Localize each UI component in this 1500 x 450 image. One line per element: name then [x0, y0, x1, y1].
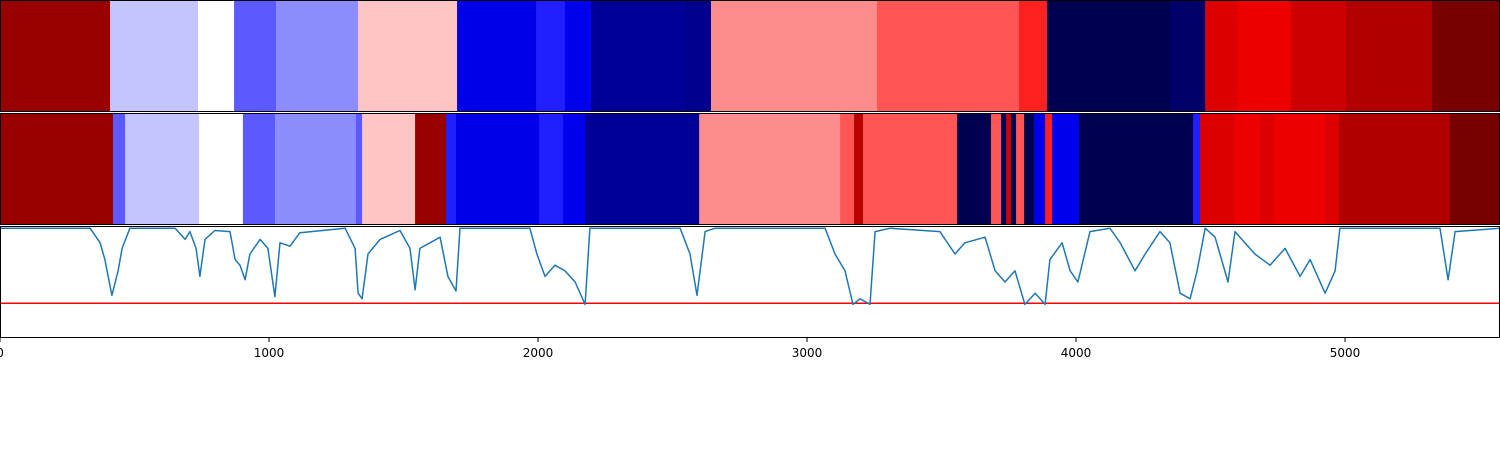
segment: [446, 113, 457, 225]
segment: [536, 0, 566, 112]
segment: [199, 113, 244, 225]
segment: [1346, 0, 1433, 112]
segment: [957, 113, 992, 225]
segment: [685, 0, 712, 112]
segment: [1325, 113, 1340, 225]
segment: [1260, 113, 1275, 225]
segment: [1046, 0, 1171, 112]
segment: [358, 0, 458, 112]
segment: [1205, 0, 1239, 112]
x-tick-label: 3000: [792, 346, 823, 360]
segment: [1200, 113, 1235, 225]
segment: [840, 113, 855, 225]
segment: [1024, 113, 1035, 225]
segment: [871, 113, 958, 225]
segment: [1169, 0, 1206, 112]
panel-frame: [0, 226, 1500, 338]
segment: [1078, 113, 1194, 225]
segment: [197, 0, 235, 112]
segment: [876, 0, 1020, 112]
segment: [0, 113, 114, 225]
segment: [274, 113, 357, 225]
x-tick-label: 0: [0, 346, 4, 360]
segment: [1237, 0, 1292, 112]
segment: [415, 113, 447, 225]
segment: [1000, 113, 1007, 225]
segment: [564, 0, 592, 112]
segment: [1034, 113, 1046, 225]
segment: [591, 0, 687, 112]
segment: [355, 113, 363, 225]
segment: [862, 113, 872, 225]
segment: [1449, 113, 1500, 225]
segment: [1290, 0, 1347, 112]
x-tick-label: 4000: [1061, 346, 1092, 360]
segment: [699, 113, 841, 225]
x-tick-label: 1000: [254, 346, 285, 360]
segment: [1010, 113, 1017, 225]
segment: [1052, 113, 1080, 225]
segment: [110, 0, 199, 112]
segment: [234, 0, 277, 112]
segment: [563, 113, 586, 225]
segment: [125, 113, 200, 225]
line: [0, 227, 1500, 306]
x-tick-label: 5000: [1330, 346, 1361, 360]
segment: [112, 113, 126, 225]
segment: [1006, 113, 1012, 225]
segment: [854, 113, 864, 225]
segment: [585, 113, 700, 225]
x-tick-label: 2000: [523, 346, 554, 360]
segment: [1292, 113, 1326, 225]
segment: [991, 113, 1002, 225]
segment: [455, 113, 540, 225]
segment: [539, 113, 564, 225]
segment: [1193, 113, 1201, 225]
segment: [457, 0, 537, 112]
segment: [1016, 113, 1025, 225]
segment: [710, 0, 878, 112]
segment: [1339, 113, 1451, 225]
segment: [1233, 113, 1261, 225]
segment: [1045, 113, 1053, 225]
segment: [242, 113, 276, 225]
segment: [276, 0, 359, 112]
segment: [1019, 0, 1048, 112]
segment: [1431, 0, 1500, 112]
segment: [362, 113, 416, 225]
segment: [1274, 113, 1293, 225]
segment: [0, 0, 111, 112]
